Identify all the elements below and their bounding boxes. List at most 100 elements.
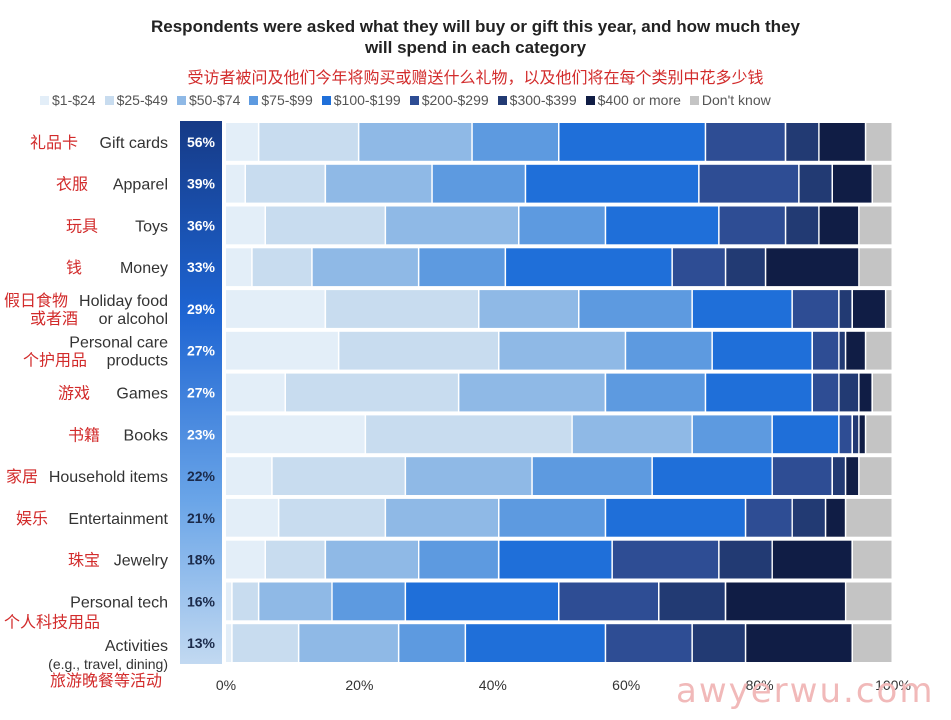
legend-label: $300-$399 xyxy=(509,92,577,108)
bar-segment xyxy=(226,164,245,203)
bar-segment xyxy=(259,123,358,161)
category-label: Jewelry xyxy=(114,553,168,570)
bar-segment xyxy=(826,498,845,537)
percent-label: 16% xyxy=(187,593,216,609)
category-label-chinese: 个护用品 xyxy=(23,351,87,370)
legend-label: Don't know xyxy=(701,92,771,108)
bar-segment xyxy=(833,457,845,495)
legend-swatch xyxy=(409,95,419,105)
bar-segment xyxy=(692,415,772,454)
bar-segment xyxy=(772,540,852,579)
bar-segment xyxy=(506,248,672,287)
legend-item: $75-$99 xyxy=(249,92,313,108)
bar-segment xyxy=(672,248,725,287)
bar-segment xyxy=(279,498,385,537)
bar-segment xyxy=(866,331,892,370)
percent-label: 33% xyxy=(187,259,216,275)
chart-title-line-2: will spend in each category xyxy=(364,38,587,57)
chart-subtitle-chinese: 受访者被问及他们今年将购买或赠送什么礼物，以及他们将在每个类别中花多少钱 xyxy=(187,68,764,87)
legend-label: $100-$199 xyxy=(333,92,401,108)
bar-segment xyxy=(792,498,825,537)
legend-swatch xyxy=(497,95,507,105)
bar-segment xyxy=(853,415,859,454)
bar-segment xyxy=(853,624,892,662)
bar-segment xyxy=(459,373,605,412)
category-label-chinese: 衣服 xyxy=(56,175,88,194)
bar-segment xyxy=(226,248,252,287)
category-label: Books xyxy=(124,427,168,444)
bar-segment xyxy=(606,373,705,412)
legend-item: $50-$74 xyxy=(176,92,241,108)
bar-segment xyxy=(813,373,839,412)
bar-segment xyxy=(419,540,498,579)
bar-segment xyxy=(259,582,332,621)
bar-segment xyxy=(606,206,719,245)
bar-segment xyxy=(432,164,525,203)
bar-segment xyxy=(839,415,852,454)
bar-segment xyxy=(499,540,612,579)
chart-legend: $1-$24 $25-$49 $50-$74 $75-$99 $100-$199 $200… xyxy=(40,91,780,109)
category-label: Toys xyxy=(135,218,168,235)
bar-segment xyxy=(226,373,285,412)
category-label-chinese: 钱 xyxy=(66,258,82,277)
bar-segment xyxy=(332,582,405,621)
bar-segment xyxy=(866,123,892,161)
percent-label: 56% xyxy=(187,134,216,150)
bar-segment xyxy=(226,498,278,537)
bar-segment xyxy=(286,373,458,412)
bar-segment xyxy=(312,248,418,287)
legend-swatch xyxy=(249,95,259,105)
bar-segment xyxy=(853,540,892,579)
category-label-chinese: 珠宝 xyxy=(68,551,100,570)
bar-segment xyxy=(712,331,812,370)
bar-segment xyxy=(853,290,885,328)
bar-segment xyxy=(266,206,385,245)
legend-label: $400 or more xyxy=(597,92,681,108)
legend-item: $400 or more xyxy=(585,92,681,108)
bar-segment xyxy=(652,457,772,495)
bar-segment xyxy=(746,498,792,537)
bar-segment xyxy=(572,415,692,454)
legend-label: $75-$99 xyxy=(261,92,313,108)
bar-segment xyxy=(366,415,572,454)
bar-segment xyxy=(726,582,845,621)
bar-segment xyxy=(859,206,892,245)
bar-segment xyxy=(846,457,859,495)
bar-segment xyxy=(706,373,812,412)
legend-item: $300-$399 xyxy=(497,92,577,108)
bar-segment xyxy=(846,582,892,621)
bar-segment xyxy=(606,624,692,662)
bar-segment xyxy=(519,206,605,245)
bar-segment xyxy=(659,582,725,621)
bar-segment xyxy=(706,123,785,161)
bar-segment xyxy=(226,331,338,370)
x-tick-label: 20% xyxy=(345,677,373,693)
category-label-chinese: 家居 xyxy=(6,467,38,486)
bar-segment xyxy=(612,540,719,579)
percent-label: 23% xyxy=(187,426,216,442)
bar-segment xyxy=(819,206,859,245)
bar-segment xyxy=(232,624,298,662)
bar-segment xyxy=(839,331,845,370)
bar-segment xyxy=(339,331,498,370)
bar-segment xyxy=(772,457,832,495)
legend-item: $25-$49 xyxy=(104,92,168,108)
bar-segment xyxy=(786,123,819,161)
percent-label: 27% xyxy=(187,385,216,401)
bar-segment xyxy=(726,248,765,287)
bar-segment xyxy=(532,457,652,495)
legend-label: $50-$74 xyxy=(188,92,241,108)
bar-segment xyxy=(746,624,852,662)
bar-segment xyxy=(499,331,625,370)
x-tick-label: 80% xyxy=(746,677,774,693)
bar-segment xyxy=(766,248,859,287)
bar-segment xyxy=(419,248,505,287)
bar-segment xyxy=(839,373,859,412)
bar-segment xyxy=(526,164,699,203)
category-label: Games xyxy=(116,386,168,403)
x-tick-label: 40% xyxy=(479,677,507,693)
legend-swatch xyxy=(689,95,699,105)
bar-segment xyxy=(226,457,272,495)
bar-segment xyxy=(866,415,892,454)
category-label: Personal care products xyxy=(69,335,168,370)
